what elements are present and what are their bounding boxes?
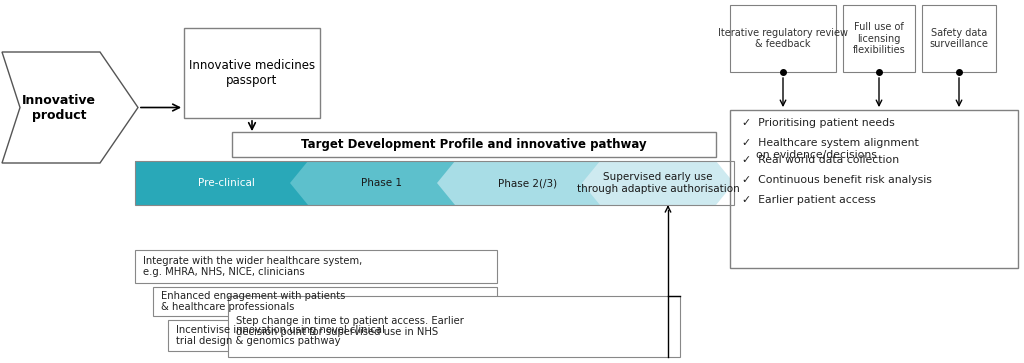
Text: ✓  Real world data collection: ✓ Real world data collection <box>742 155 899 165</box>
Polygon shape <box>2 52 138 163</box>
Polygon shape <box>582 161 734 205</box>
Text: ✓  Healthcare system alignment
    on evidence/decisions: ✓ Healthcare system alignment on evidenc… <box>742 138 919 160</box>
Bar <box>135 161 734 205</box>
Text: Full use of
licensing
flexibilities: Full use of licensing flexibilities <box>853 22 905 55</box>
Bar <box>184 28 319 118</box>
Text: Incentivise innovation using novel clinical
trial design & genomics pathway: Incentivise innovation using novel clini… <box>176 325 385 346</box>
Text: Iterative regulatory review
& feedback: Iterative regulatory review & feedback <box>718 28 848 49</box>
Bar <box>153 287 497 316</box>
Text: ✓  Prioritising patient needs: ✓ Prioritising patient needs <box>742 118 895 128</box>
Bar <box>843 5 915 72</box>
Text: Pre-clinical: Pre-clinical <box>198 178 255 188</box>
Text: Target Development Profile and innovative pathway: Target Development Profile and innovativ… <box>301 138 647 151</box>
Text: Safety data
surveillance: Safety data surveillance <box>930 28 988 49</box>
Text: Step change in time to patient access. Earlier
decision point for supervised use: Step change in time to patient access. E… <box>236 316 464 337</box>
Text: Enhanced engagement with patients
& healthcare professionals: Enhanced engagement with patients & heal… <box>161 291 345 312</box>
Bar <box>228 296 680 357</box>
Text: Supervised early use
through adaptive authorisation: Supervised early use through adaptive au… <box>577 172 739 194</box>
Text: ✓  Continuous benefit risk analysis: ✓ Continuous benefit risk analysis <box>742 175 932 185</box>
Text: Phase 1: Phase 1 <box>361 178 402 188</box>
Text: Phase 2(/3): Phase 2(/3) <box>498 178 557 188</box>
Polygon shape <box>135 161 326 205</box>
Text: Innovative
product: Innovative product <box>22 94 96 122</box>
Polygon shape <box>437 161 618 205</box>
Bar <box>232 132 716 157</box>
Polygon shape <box>290 161 473 205</box>
Bar <box>135 250 497 283</box>
Bar <box>168 320 497 351</box>
Bar <box>922 5 996 72</box>
Bar <box>730 5 836 72</box>
Text: ✓  Earlier patient access: ✓ Earlier patient access <box>742 195 876 205</box>
Text: Integrate with the wider healthcare system,
e.g. MHRA, NHS, NICE, clinicians: Integrate with the wider healthcare syst… <box>143 256 362 277</box>
Bar <box>730 110 1018 268</box>
Text: Innovative medicines
passport: Innovative medicines passport <box>189 59 315 87</box>
